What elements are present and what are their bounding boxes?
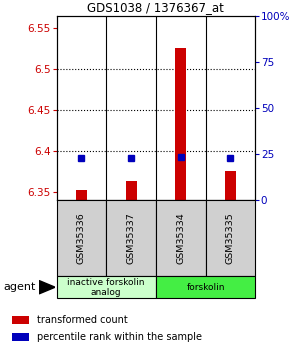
- Bar: [175, 48, 186, 200]
- Bar: [12, 316, 29, 324]
- Bar: [57, 276, 156, 298]
- Title: GDS1038 / 1376367_at: GDS1038 / 1376367_at: [88, 1, 224, 14]
- Bar: [225, 171, 236, 200]
- Text: forskolin: forskolin: [186, 283, 225, 292]
- Bar: [126, 181, 137, 200]
- Bar: [106, 200, 156, 276]
- Bar: [57, 200, 106, 276]
- Bar: [156, 276, 255, 298]
- Bar: [156, 200, 206, 276]
- Text: percentile rank within the sample: percentile rank within the sample: [37, 332, 202, 342]
- Text: transformed count: transformed count: [37, 315, 128, 325]
- Text: GSM35336: GSM35336: [77, 212, 86, 264]
- Bar: [76, 190, 87, 200]
- Text: GSM35337: GSM35337: [126, 212, 135, 264]
- Bar: [206, 200, 255, 276]
- Text: inactive forskolin
analog: inactive forskolin analog: [68, 277, 145, 297]
- Polygon shape: [39, 280, 55, 294]
- Text: agent: agent: [3, 282, 35, 292]
- Text: GSM35335: GSM35335: [226, 212, 235, 264]
- Bar: [12, 333, 29, 341]
- Text: GSM35334: GSM35334: [176, 212, 185, 264]
